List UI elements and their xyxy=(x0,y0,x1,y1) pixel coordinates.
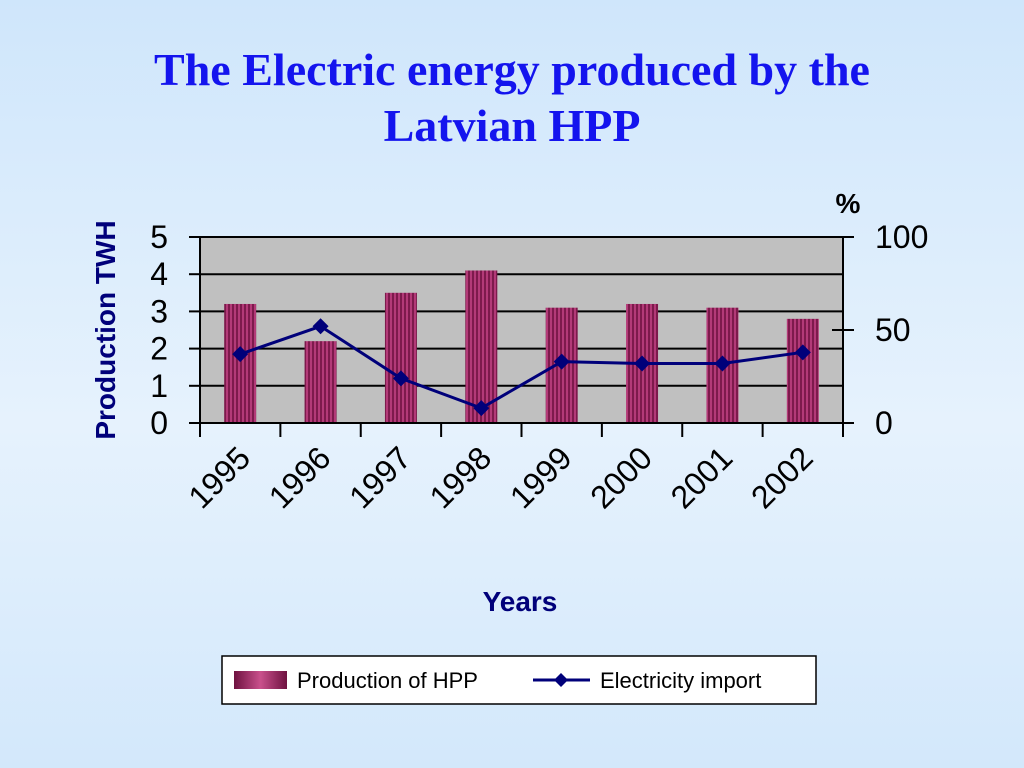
y2-tick-label: 100 xyxy=(875,219,928,255)
legend-label-production: Production of HPP xyxy=(297,668,478,693)
x-tick-label-1995: 1995 xyxy=(181,439,257,515)
import-point-1996 xyxy=(312,318,329,335)
y-tick-label: 0 xyxy=(150,405,168,441)
x-tick-label-1996: 1996 xyxy=(262,439,338,515)
bar-1996 xyxy=(304,341,337,423)
y-tick-label: 5 xyxy=(150,219,168,255)
y-axis-title: Production TWH xyxy=(90,220,121,439)
import-point-1997 xyxy=(392,370,409,387)
y-tick-label: 2 xyxy=(150,331,168,367)
import-point-1998 xyxy=(473,400,490,417)
legend-swatch-bar xyxy=(234,671,287,689)
bar-1995 xyxy=(224,303,257,423)
y-tick-label: 4 xyxy=(150,256,168,292)
legend-swatch-marker xyxy=(554,673,568,687)
x-axis-title: Years xyxy=(483,586,558,617)
y-tick-label: 3 xyxy=(150,293,168,329)
y2-axis-title: % xyxy=(836,188,861,219)
bar-1997 xyxy=(384,292,417,423)
import-point-2001 xyxy=(714,355,731,372)
x-tick-label-2001: 2001 xyxy=(664,439,740,515)
x-tick-label-1999: 1999 xyxy=(503,439,579,515)
chart-title-line-1: The Electric energy produced by the xyxy=(154,44,870,95)
bar-1998 xyxy=(465,270,498,423)
y-tick-label: 1 xyxy=(150,368,168,404)
import-point-2000 xyxy=(634,355,651,372)
legend-label-import: Electricity import xyxy=(600,668,761,693)
import-point-1999 xyxy=(553,353,570,370)
import-line xyxy=(239,324,804,410)
x-tick-label-1998: 1998 xyxy=(422,439,498,515)
chart-title: The Electric energy produced by the Latv… xyxy=(0,42,1024,154)
legend: Production of HPP Electricity import xyxy=(221,655,817,705)
x-tick-label-2002: 2002 xyxy=(744,439,820,515)
y2-tick-label: 50 xyxy=(875,312,911,348)
import-point-2002 xyxy=(794,344,811,361)
x-tick-label-2000: 2000 xyxy=(583,439,659,515)
legend-box xyxy=(221,655,817,705)
x-tick-label-1997: 1997 xyxy=(342,439,418,515)
import-point-1995 xyxy=(232,346,249,363)
plot-area xyxy=(200,237,843,423)
chart-title-line-2: Latvian HPP xyxy=(383,100,641,151)
y2-tick-label: 0 xyxy=(875,405,893,441)
bar-2002 xyxy=(786,318,819,423)
